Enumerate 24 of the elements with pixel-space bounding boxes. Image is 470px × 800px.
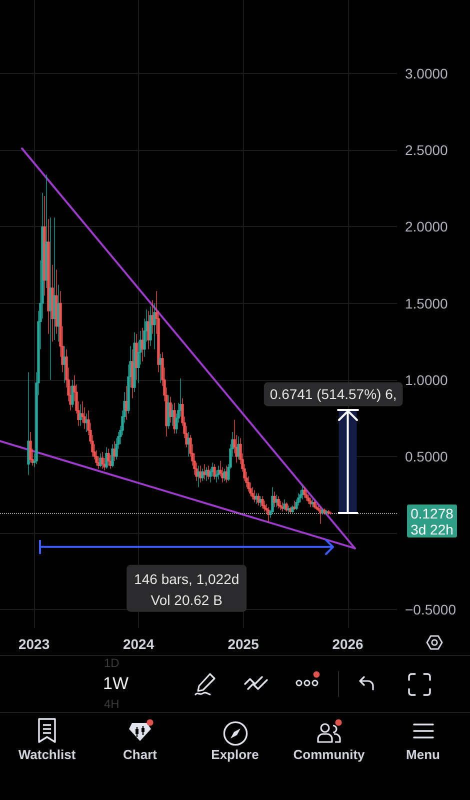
text: 1D xyxy=(104,656,120,670)
text: Chart xyxy=(123,747,157,763)
y-tick-label: 3.0000 xyxy=(405,66,448,82)
x-tick-label: 2024 xyxy=(122,636,154,652)
text: Explore xyxy=(211,747,259,763)
text: Menu xyxy=(406,747,440,763)
annotation: Vol 20.62 B xyxy=(150,592,222,608)
y-tick-label: 1.5000 xyxy=(405,295,448,312)
y-tick-label: 1.0000 xyxy=(405,372,448,388)
y-tick-label: 0.5000 xyxy=(405,448,448,464)
y-tick-label: 2.5000 xyxy=(405,142,448,158)
annotation: 146 bars, 1,022d xyxy=(134,570,240,587)
data-label: 0.6741 (514.57%) 6, xyxy=(270,386,397,402)
text: Community xyxy=(293,747,365,763)
text: 1W xyxy=(103,674,128,694)
x-tick-label: 2026 xyxy=(332,636,364,652)
y-tick-label: −0.5000 xyxy=(405,602,456,618)
x-tick-label: 2023 xyxy=(18,636,50,652)
ref-line-label: 0.1278 xyxy=(410,505,454,522)
text: Watchlist xyxy=(18,747,76,763)
text: 3d 22h xyxy=(410,521,454,538)
y-tick-label: 2.0000 xyxy=(405,218,448,235)
x-tick-label: 2025 xyxy=(228,636,260,652)
text: 4H xyxy=(104,697,120,711)
